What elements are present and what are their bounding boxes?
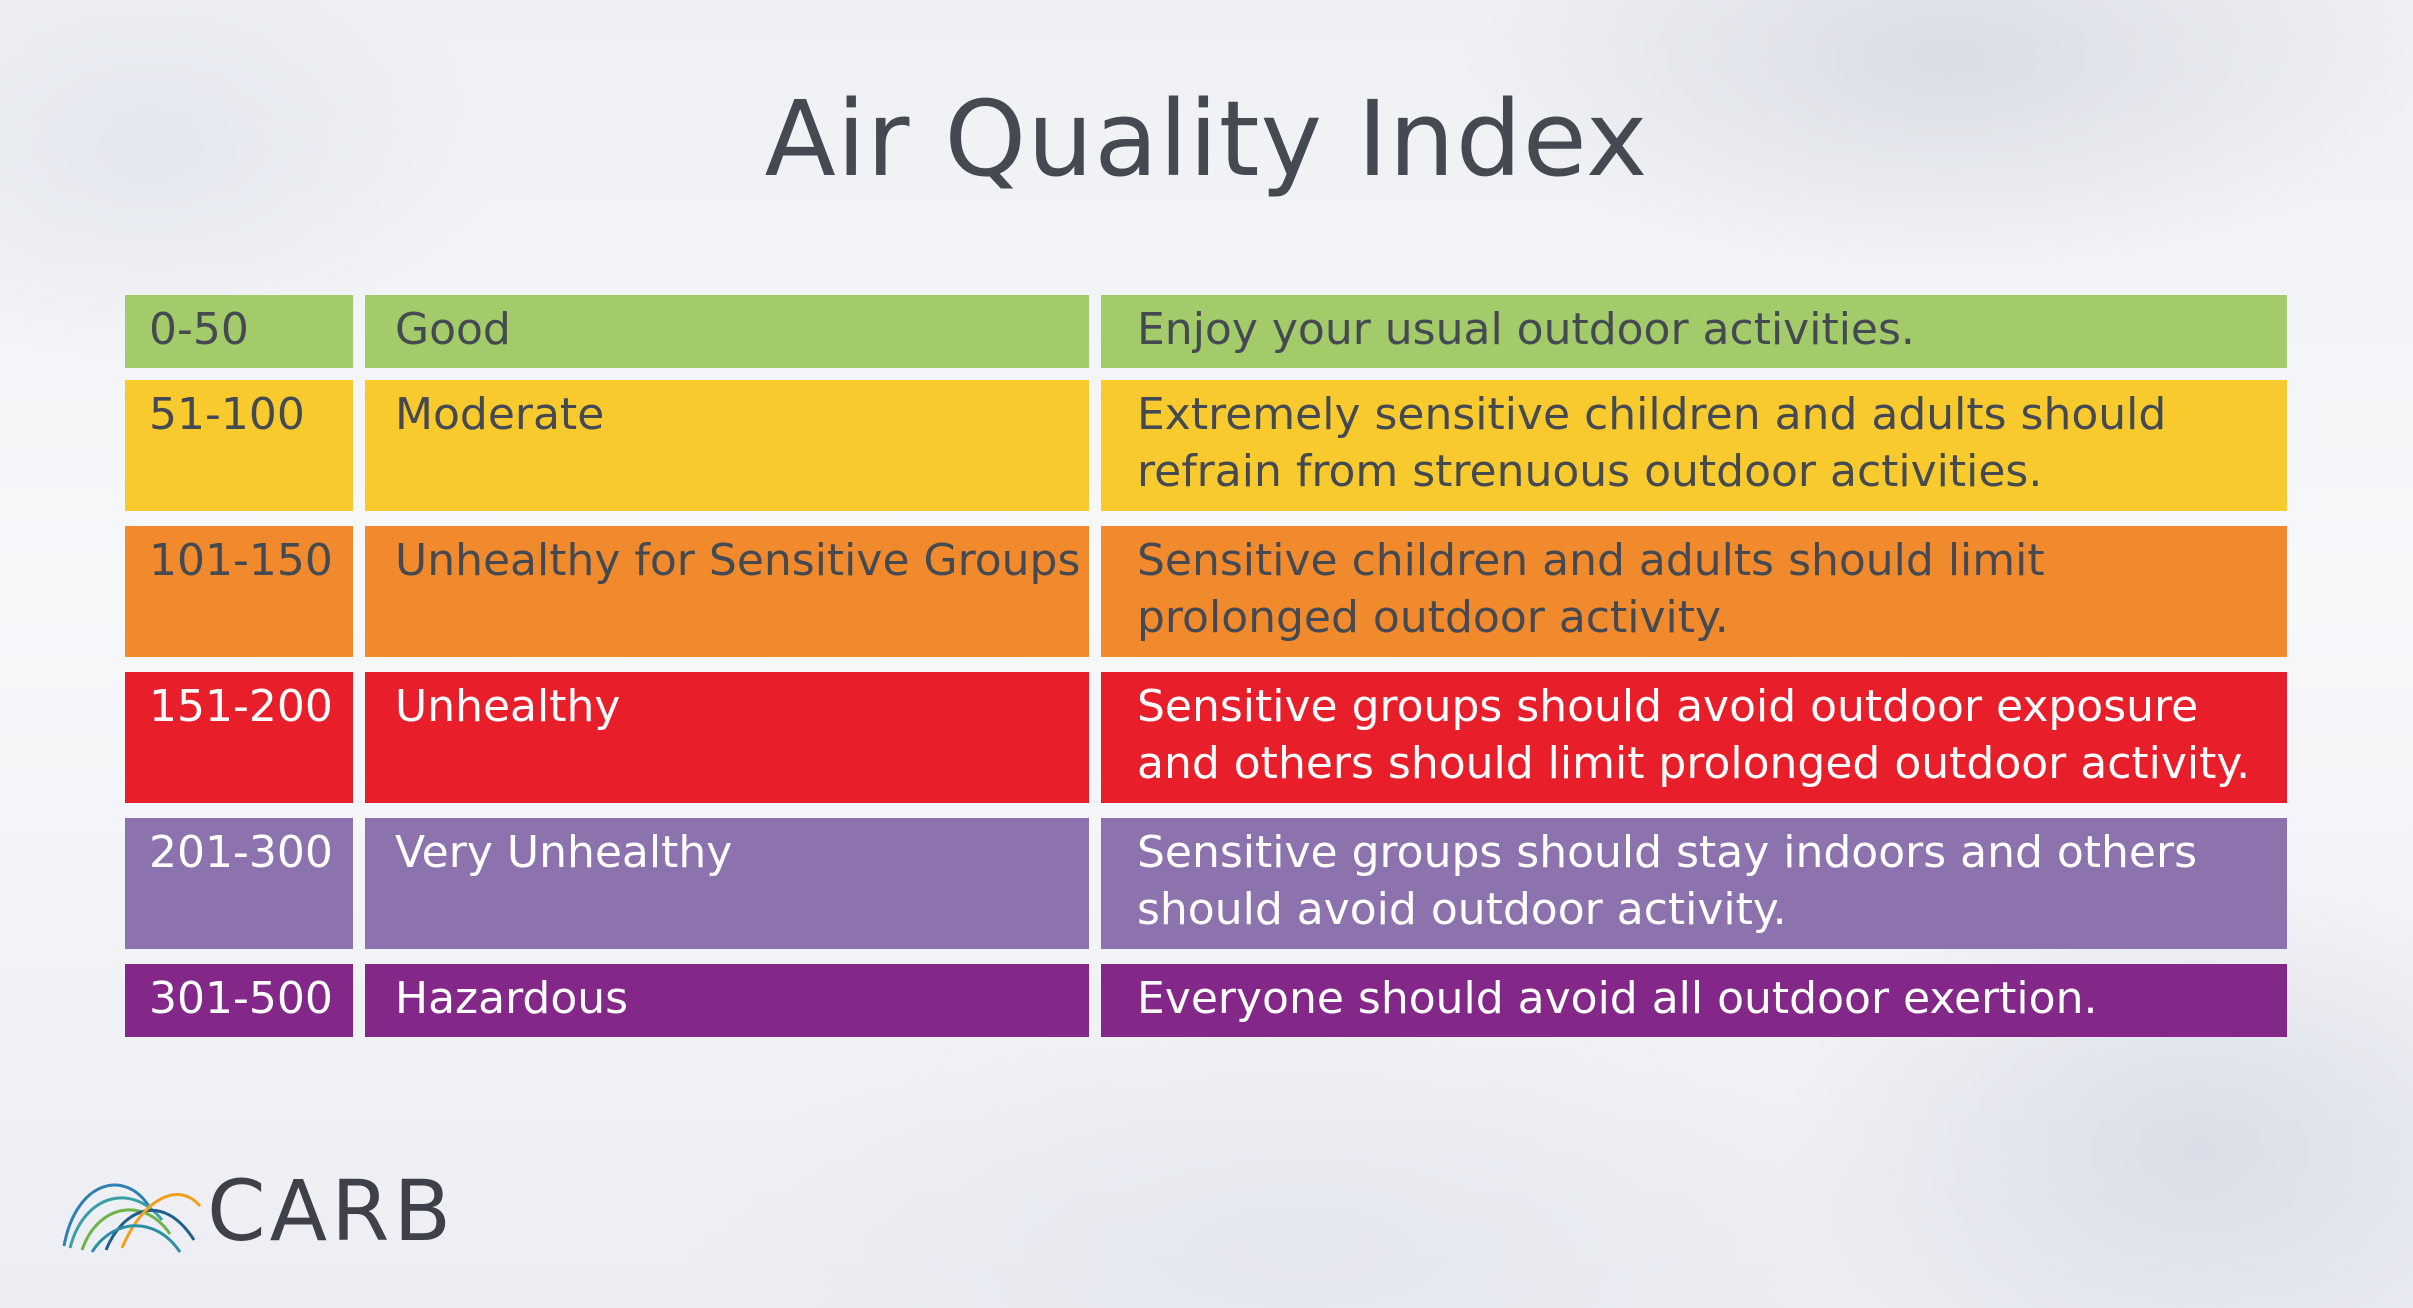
- page-title: Air Quality Index: [764, 78, 1649, 200]
- aqi-row-very-unhealthy: 201-300 Very Unhealthy Sensitive groups …: [125, 818, 2287, 949]
- aqi-description: Sensitive children and adults should lim…: [1101, 526, 2287, 657]
- carb-logo: CARB: [62, 1160, 451, 1260]
- aqi-row-good: 0-50 Good Enjoy your usual outdoor activ…: [125, 295, 2287, 368]
- aqi-description: Sensitive groups should stay indoors and…: [1101, 818, 2287, 949]
- aqi-description: Sensitive groups should avoid outdoor ex…: [1101, 672, 2287, 803]
- aqi-category: Unhealthy: [365, 672, 1089, 803]
- aqi-description: Enjoy your usual outdoor activities.: [1101, 295, 2287, 368]
- aqi-range: 301-500: [125, 964, 353, 1037]
- aqi-range: 0-50: [125, 295, 353, 368]
- aqi-category: Hazardous: [365, 964, 1089, 1037]
- aqi-category: Good: [365, 295, 1089, 368]
- aqi-range: 51-100: [125, 380, 353, 511]
- aqi-range: 201-300: [125, 818, 353, 949]
- aqi-category: Unhealthy for Sensitive Groups: [365, 526, 1089, 657]
- aqi-row-moderate: 51-100 Moderate Extremely sensitive chil…: [125, 380, 2287, 511]
- aqi-row-unhealthy-sensitive: 101-150 Unhealthy for Sensitive Groups S…: [125, 526, 2287, 657]
- aqi-row-hazardous: 301-500 Hazardous Everyone should avoid …: [125, 964, 2287, 1037]
- carb-arcs-logo-icon: [62, 1183, 202, 1253]
- aqi-category: Very Unhealthy: [365, 818, 1089, 949]
- aqi-row-unhealthy: 151-200 Unhealthy Sensitive groups shoul…: [125, 672, 2287, 803]
- aqi-description: Everyone should avoid all outdoor exerti…: [1101, 964, 2287, 1037]
- aqi-category: Moderate: [365, 380, 1089, 511]
- aqi-range: 151-200: [125, 672, 353, 803]
- aqi-description: Extremely sensitive children and adults …: [1101, 380, 2287, 511]
- aqi-range: 101-150: [125, 526, 353, 657]
- carb-logo-text: CARB: [207, 1162, 456, 1260]
